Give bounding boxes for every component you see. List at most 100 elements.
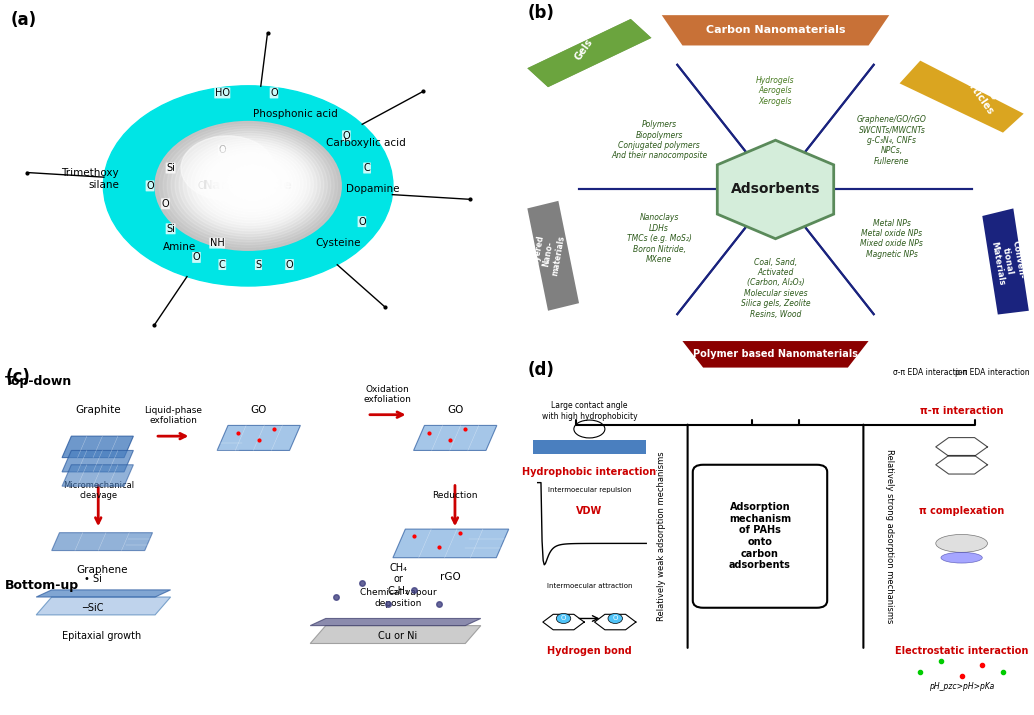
Text: O: O (218, 145, 226, 155)
Text: Chemical vapour
deposition: Chemical vapour deposition (360, 588, 436, 608)
Text: O: O (612, 616, 618, 621)
Polygon shape (62, 436, 133, 458)
Text: Layered
Nano-
materials: Layered Nano- materials (529, 231, 567, 277)
Circle shape (155, 122, 341, 250)
Text: Polymers
Biopolymers
Conjugated polymers
And their nanocomposite: Polymers Biopolymers Conjugated polymers… (611, 120, 707, 160)
Text: Graphite: Graphite (75, 405, 121, 415)
Text: Dopamine: Dopamine (346, 184, 400, 194)
Text: Hydrogels
Aerogels
Xerogels: Hydrogels Aerogels Xerogels (756, 76, 795, 106)
Text: Liquid-phase
exfoliation: Liquid-phase exfoliation (144, 406, 203, 425)
Circle shape (556, 613, 571, 623)
Text: Intermoecular repulsion: Intermoecular repulsion (548, 487, 631, 493)
Text: Relatively strong adsorption mechanisms: Relatively strong adsorption mechanisms (885, 449, 893, 623)
Circle shape (103, 86, 393, 286)
Text: Graphene/GO/rGO
SWCNTs/MWCNTs
g-C₃N₄, CNFs
NPCs,
Fullerene: Graphene/GO/rGO SWCNTs/MWCNTs g-C₃N₄, CN… (857, 115, 926, 165)
Text: (d): (d) (527, 361, 554, 379)
Circle shape (222, 162, 282, 204)
Text: Epitaxial growth: Epitaxial growth (62, 631, 142, 641)
Text: Micromechanical
cleavage: Micromechanical cleavage (63, 481, 133, 500)
Text: Nanoparticle: Nanoparticle (204, 179, 293, 192)
Text: Adsorbents: Adsorbents (731, 182, 820, 197)
Circle shape (231, 167, 275, 198)
Text: Gels: Gels (573, 36, 596, 62)
Text: p-π EDA interaction: p-π EDA interaction (955, 368, 1030, 378)
Text: Intermoecular attraction: Intermoecular attraction (547, 583, 632, 589)
Ellipse shape (941, 552, 982, 563)
Text: rGO: rGO (440, 572, 461, 582)
Circle shape (211, 155, 293, 212)
Text: Top-down: Top-down (5, 375, 72, 388)
Text: CH₄
or
C₂H₂: CH₄ or C₂H₂ (387, 563, 409, 596)
Ellipse shape (574, 420, 605, 438)
Polygon shape (527, 201, 579, 311)
Circle shape (191, 143, 310, 225)
Text: O: O (358, 217, 366, 227)
FancyBboxPatch shape (533, 440, 646, 454)
Polygon shape (217, 425, 301, 450)
Text: C: C (364, 163, 370, 173)
Text: σ-π EDA interaction: σ-π EDA interaction (893, 368, 968, 378)
Circle shape (215, 157, 290, 209)
Text: Adsorption
mechanism
of PAHs
onto
carbon
adsorbents: Adsorption mechanism of PAHs onto carbon… (729, 502, 791, 571)
Text: NH: NH (210, 238, 224, 248)
Polygon shape (310, 618, 481, 626)
Text: Reduction: Reduction (432, 491, 478, 500)
Text: HO: HO (215, 88, 230, 98)
Text: Si: Si (166, 224, 175, 234)
Text: Coal, Sand,
Activated
(Carbon, Al₂O₃)
Molecular sieves
Silica gels, Zeolite
Resi: Coal, Sand, Activated (Carbon, Al₂O₃) Mo… (740, 257, 811, 318)
Text: (b): (b) (527, 4, 554, 21)
FancyBboxPatch shape (693, 465, 827, 608)
Text: (a): (a) (10, 11, 36, 29)
Text: Cu or Ni: Cu or Ni (378, 631, 418, 641)
Polygon shape (662, 15, 889, 46)
Polygon shape (36, 590, 171, 597)
Text: (c): (c) (5, 368, 30, 386)
Text: O: O (192, 252, 201, 262)
Circle shape (171, 131, 328, 240)
Text: Nanoclays
LDHs
TMCs (e.g. MoS₂)
Boron Nitride,
MXene: Nanoclays LDHs TMCs (e.g. MoS₂) Boron Ni… (627, 214, 692, 264)
Text: O: O (270, 88, 278, 98)
Circle shape (179, 136, 321, 234)
Text: Oxidation
exfoliation: Oxidation exfoliation (364, 385, 412, 404)
Circle shape (175, 134, 324, 237)
Circle shape (183, 138, 317, 231)
Text: ─SiC: ─SiC (83, 603, 103, 613)
Circle shape (219, 160, 285, 206)
Circle shape (203, 150, 300, 217)
Polygon shape (682, 341, 869, 368)
Text: Relatively weak adsorption mechanisms: Relatively weak adsorption mechanisms (658, 451, 666, 621)
Text: C: C (219, 260, 225, 270)
Text: Nano
particles: Nano particles (960, 65, 1005, 117)
Text: O: O (197, 181, 206, 191)
Circle shape (187, 141, 313, 228)
Circle shape (159, 124, 338, 247)
Polygon shape (393, 529, 509, 558)
Text: Si: Si (166, 163, 175, 173)
Text: S: S (255, 260, 262, 270)
Text: VDW: VDW (576, 506, 603, 516)
Text: Metal NPs
Metal oxide NPs
Mixed oxide NPs
Magnetic NPs: Metal NPs Metal oxide NPs Mixed oxide NP… (860, 219, 923, 259)
Text: Bottom-up: Bottom-up (5, 579, 80, 592)
Polygon shape (62, 465, 133, 486)
Polygon shape (718, 140, 833, 239)
Polygon shape (527, 19, 651, 87)
Text: Graphene: Graphene (77, 565, 128, 575)
Text: O: O (285, 260, 294, 270)
Polygon shape (310, 626, 481, 644)
Text: • Si: • Si (84, 574, 102, 584)
Text: Large contact angle
with high hydrophobicity: Large contact angle with high hydrophobi… (542, 401, 637, 421)
Polygon shape (36, 597, 171, 615)
Text: O: O (560, 616, 567, 621)
Ellipse shape (936, 534, 987, 552)
Polygon shape (527, 19, 651, 87)
Text: π complexation: π complexation (919, 506, 1004, 516)
Text: pH_pzc>pH>pKa: pH_pzc>pH>pKa (929, 682, 995, 691)
Text: Polymer based Nanomaterials: Polymer based Nanomaterials (693, 350, 858, 360)
Text: Phosphonic acid: Phosphonic acid (253, 109, 338, 119)
Circle shape (194, 145, 307, 223)
Circle shape (181, 136, 274, 200)
Text: Amine: Amine (163, 242, 196, 252)
Text: Carboxylic acid: Carboxylic acid (326, 138, 405, 148)
Text: GO: GO (250, 405, 267, 415)
Circle shape (207, 153, 296, 214)
